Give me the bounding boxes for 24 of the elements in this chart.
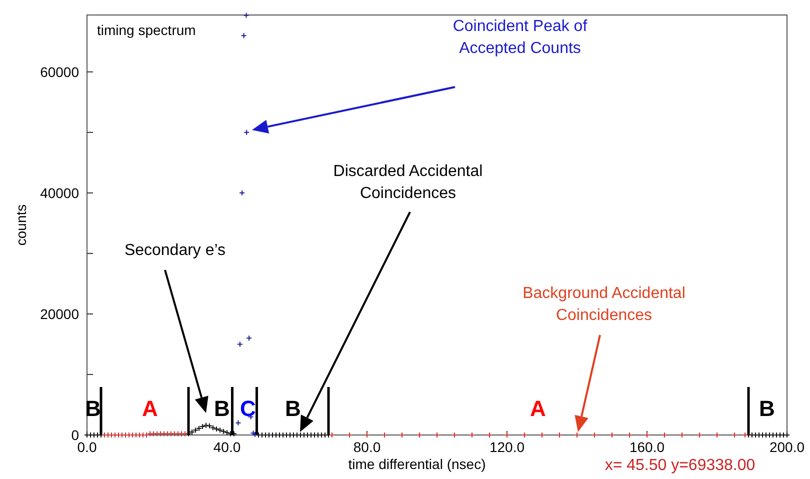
annotation: B [759,396,775,421]
text: timing spectrum [97,22,196,38]
text: x= 45.50 y=69338.00 [604,457,756,474]
y-tick-label: 60000 [40,64,80,80]
annotation: B [285,396,301,421]
y-axis-title: counts [13,204,29,246]
x-tick-label: 40.0 [213,439,241,455]
y-tick-label: 20000 [40,306,80,322]
annotation: Secondary e’s [124,242,226,259]
y-tick-label: 0 [71,426,80,443]
annotation: Discarded Accidental Coincidences [333,163,483,202]
x-tick-label: 80.0 [353,439,381,455]
annotation: B [214,396,230,421]
annotation: Coincident Peak of Accepted Counts [452,18,588,57]
y-tick-label: 40000 [40,184,80,201]
annotation: A [142,396,158,421]
annotation: A [530,396,546,421]
x-tick-label: 0.0 [77,439,97,455]
x-axis-title: time differential (nsec) [348,456,486,472]
x-tick-label: 160.0 [629,439,665,455]
x-tick-label: 120.0 [489,439,525,455]
annotation: C [240,396,256,421]
x-tick-label: 200.0 [769,439,805,455]
annotation: Background Accidental Coincidences [522,285,686,324]
